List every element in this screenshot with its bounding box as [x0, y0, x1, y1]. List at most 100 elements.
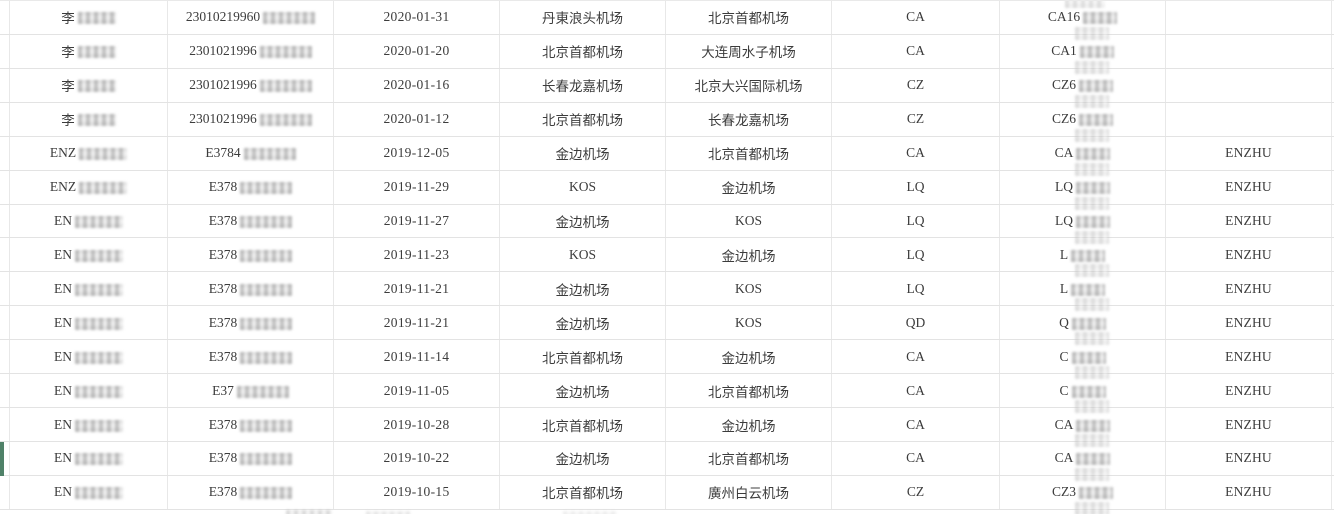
- cell-flight-number[interactable]: LQ: [1000, 204, 1166, 244]
- cell-arrival-airport[interactable]: 长春龙嘉机场: [666, 102, 832, 136]
- cell-airline-code[interactable]: CA: [832, 441, 1000, 475]
- cell-passenger-name[interactable]: EN: [10, 340, 168, 374]
- cell-remark[interactable]: [1166, 1, 1332, 34]
- cell-flight-number[interactable]: CA: [1000, 408, 1166, 448]
- cell-airline-code[interactable]: LQ: [832, 272, 1000, 306]
- cell-departure-airport[interactable]: 北京首都机场: [500, 475, 666, 509]
- cell-remark[interactable]: ENZHU: [1166, 272, 1332, 306]
- cell-passenger-name[interactable]: EN: [10, 441, 168, 475]
- cell-departure-airport[interactable]: 丹東浪头机场: [500, 1, 666, 34]
- cell-arrival-airport[interactable]: 北京首都机场: [666, 441, 832, 475]
- cell-passenger-name[interactable]: EN: [10, 306, 168, 340]
- cell-departure-airport[interactable]: 长春龙嘉机场: [500, 68, 666, 102]
- cell-arrival-airport[interactable]: KOS: [666, 204, 832, 238]
- cell-flight-number[interactable]: L: [1000, 238, 1166, 278]
- cell-flight-number[interactable]: CA: [1000, 136, 1166, 176]
- cell-id-number[interactable]: E378: [168, 441, 334, 475]
- cell-id-number[interactable]: E378: [168, 204, 334, 238]
- cell-arrival-airport[interactable]: 金边机场: [666, 170, 832, 204]
- cell-remark[interactable]: ENZHU: [1166, 136, 1332, 170]
- cell-remark[interactable]: ENZHU: [1166, 374, 1332, 408]
- cell-passenger-name[interactable]: 李: [10, 1, 168, 34]
- cell-remark[interactable]: ENZHU: [1166, 340, 1332, 374]
- cell-departure-airport[interactable]: 北京首都机场: [500, 102, 666, 136]
- cell-flight-number[interactable]: Q: [1000, 306, 1166, 346]
- cell-arrival-airport[interactable]: 金边机场: [666, 238, 832, 272]
- cell-departure-airport[interactable]: 北京首都机场: [500, 340, 666, 374]
- cell-airline-code[interactable]: CA: [832, 374, 1000, 408]
- cell-arrival-airport[interactable]: 大连周水子机场: [666, 34, 832, 68]
- cell-departure-airport[interactable]: KOS: [500, 170, 666, 204]
- cell-departure-airport[interactable]: 金边机场: [500, 204, 666, 238]
- cell-flight-date[interactable]: 2019-11-29: [334, 170, 500, 204]
- cell-remark[interactable]: [1166, 34, 1332, 68]
- cell-departure-airport[interactable]: KOS: [500, 238, 666, 272]
- cell-arrival-airport[interactable]: 北京首都机场: [666, 1, 832, 34]
- cell-id-number[interactable]: 2301021996: [168, 68, 334, 102]
- cell-passenger-name[interactable]: ENZ: [10, 170, 168, 204]
- cell-id-number[interactable]: E37: [168, 374, 334, 408]
- cell-flight-date[interactable]: 2019-11-23: [334, 238, 500, 272]
- cell-arrival-airport[interactable]: 金边机场: [666, 408, 832, 441]
- cell-flight-number[interactable]: CZ3: [1000, 475, 1166, 514]
- cell-flight-number[interactable]: CA1: [1000, 34, 1166, 74]
- cell-id-number[interactable]: E378: [168, 340, 334, 374]
- cell-airline-code[interactable]: CA: [832, 1, 1000, 34]
- cell-flight-number[interactable]: CA: [1000, 441, 1166, 481]
- cell-passenger-name[interactable]: EN: [10, 238, 168, 272]
- cell-flight-date[interactable]: 2019-11-21: [334, 272, 500, 306]
- cell-airline-code[interactable]: LQ: [832, 204, 1000, 238]
- cell-id-number[interactable]: 2301021996: [168, 34, 334, 68]
- cell-remark[interactable]: ENZHU: [1166, 306, 1332, 340]
- cell-passenger-name[interactable]: ENZ: [10, 136, 168, 170]
- cell-passenger-name[interactable]: 李: [10, 102, 168, 136]
- cell-airline-code[interactable]: QD: [832, 306, 1000, 340]
- cell-passenger-name[interactable]: EN: [10, 272, 168, 306]
- cell-flight-number[interactable]: L: [1000, 272, 1166, 312]
- cell-remark[interactable]: [1166, 102, 1332, 136]
- cell-airline-code[interactable]: CZ: [832, 475, 1000, 509]
- cell-flight-number[interactable]: CZ6: [1000, 68, 1166, 108]
- cell-flight-date[interactable]: 2019-11-27: [334, 204, 500, 238]
- cell-departure-airport[interactable]: 北京首都机场: [500, 34, 666, 68]
- cell-flight-number[interactable]: C: [1000, 374, 1166, 414]
- cell-airline-code[interactable]: CZ: [832, 68, 1000, 102]
- cell-arrival-airport[interactable]: 廣州白云机场: [666, 475, 832, 509]
- cell-passenger-name[interactable]: EN: [10, 374, 168, 408]
- cell-arrival-airport[interactable]: 北京首都机场: [666, 136, 832, 170]
- cell-remark[interactable]: ENZHU: [1166, 441, 1332, 475]
- cell-passenger-name[interactable]: 李: [10, 34, 168, 68]
- cell-departure-airport[interactable]: 金边机场: [500, 374, 666, 408]
- cell-departure-airport[interactable]: 金边机场: [500, 272, 666, 306]
- cell-airline-code[interactable]: CZ: [832, 102, 1000, 136]
- cell-airline-code[interactable]: LQ: [832, 170, 1000, 204]
- cell-id-number[interactable]: E378: [168, 170, 334, 204]
- cell-flight-date[interactable]: 2020-01-12: [334, 102, 500, 136]
- cell-remark[interactable]: ENZHU: [1166, 170, 1332, 204]
- cell-flight-date[interactable]: 2020-01-16: [334, 68, 500, 102]
- cell-departure-airport[interactable]: 金边机场: [500, 441, 666, 475]
- cell-flight-date[interactable]: 2019-11-05: [334, 374, 500, 408]
- cell-arrival-airport[interactable]: 北京大兴国际机场: [666, 68, 832, 102]
- cell-flight-number[interactable]: CZ6: [1000, 102, 1166, 142]
- cell-arrival-airport[interactable]: 北京首都机场: [666, 374, 832, 408]
- cell-flight-date[interactable]: 2019-11-14: [334, 340, 500, 374]
- cell-id-number[interactable]: E378: [168, 408, 334, 441]
- cell-passenger-name[interactable]: EN: [10, 204, 168, 238]
- cell-id-number[interactable]: E378: [168, 306, 334, 340]
- cell-id-number[interactable]: E378: [168, 238, 334, 272]
- cell-departure-airport[interactable]: 北京首都机场: [500, 408, 666, 441]
- cell-id-number[interactable]: E3784: [168, 136, 334, 170]
- cell-flight-date[interactable]: 2020-01-31: [334, 1, 500, 34]
- cell-passenger-name[interactable]: 李: [10, 68, 168, 102]
- cell-departure-airport[interactable]: 金边机场: [500, 306, 666, 340]
- cell-arrival-airport[interactable]: KOS: [666, 306, 832, 340]
- cell-departure-airport[interactable]: 金边机场: [500, 136, 666, 170]
- cell-id-number[interactable]: E378: [168, 475, 334, 509]
- cell-passenger-name[interactable]: EN: [10, 475, 168, 509]
- cell-id-number[interactable]: 23010219960: [168, 1, 334, 34]
- cell-flight-date[interactable]: 2019-11-21: [334, 306, 500, 340]
- cell-remark[interactable]: ENZHU: [1166, 408, 1332, 441]
- cell-flight-date[interactable]: 2020-01-20: [334, 34, 500, 68]
- cell-flight-date[interactable]: 2019-10-15: [334, 475, 500, 509]
